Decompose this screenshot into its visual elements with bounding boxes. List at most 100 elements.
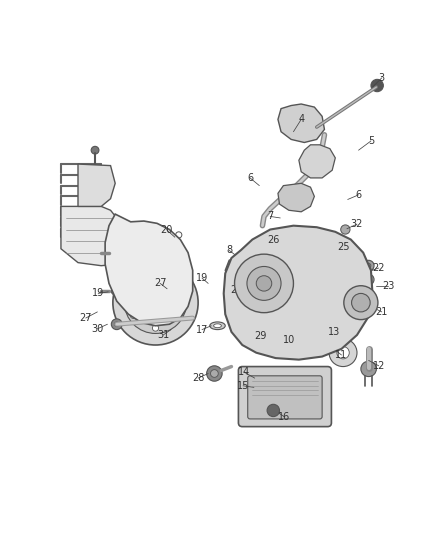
- Circle shape: [341, 225, 350, 234]
- Ellipse shape: [214, 324, 221, 328]
- Circle shape: [111, 319, 122, 329]
- Ellipse shape: [316, 326, 336, 334]
- Circle shape: [292, 112, 311, 131]
- Circle shape: [347, 309, 355, 316]
- Circle shape: [366, 263, 371, 268]
- Text: 15: 15: [237, 381, 249, 391]
- Text: 28: 28: [192, 373, 204, 383]
- Ellipse shape: [307, 322, 345, 337]
- Text: 22: 22: [372, 263, 385, 273]
- Circle shape: [366, 277, 371, 282]
- Circle shape: [285, 235, 293, 243]
- Circle shape: [243, 271, 250, 278]
- Text: 10: 10: [283, 335, 295, 345]
- Text: 4: 4: [298, 115, 304, 124]
- FancyBboxPatch shape: [238, 367, 332, 426]
- Polygon shape: [61, 206, 124, 265]
- Circle shape: [338, 254, 346, 262]
- FancyBboxPatch shape: [248, 376, 322, 419]
- Circle shape: [280, 196, 286, 202]
- Text: 6: 6: [356, 190, 362, 200]
- Circle shape: [126, 229, 132, 235]
- Text: 17: 17: [196, 325, 208, 335]
- Circle shape: [176, 232, 182, 238]
- Circle shape: [256, 276, 272, 291]
- Circle shape: [285, 344, 293, 352]
- Circle shape: [114, 322, 119, 327]
- Text: 27: 27: [80, 313, 92, 323]
- FancyBboxPatch shape: [278, 324, 292, 344]
- Text: 7: 7: [267, 212, 273, 221]
- Circle shape: [337, 346, 349, 359]
- Text: 31: 31: [157, 330, 170, 340]
- Text: 16: 16: [278, 411, 290, 422]
- Polygon shape: [105, 214, 193, 326]
- Text: 14: 14: [238, 367, 250, 377]
- Circle shape: [329, 339, 357, 367]
- Polygon shape: [278, 183, 314, 212]
- Circle shape: [211, 370, 218, 377]
- Circle shape: [152, 274, 159, 280]
- Text: 5: 5: [368, 136, 374, 146]
- Text: 29: 29: [254, 331, 266, 341]
- Text: 9: 9: [252, 297, 258, 308]
- Text: 23: 23: [382, 281, 394, 290]
- Circle shape: [297, 117, 306, 126]
- Circle shape: [323, 337, 331, 345]
- Circle shape: [152, 325, 159, 331]
- Circle shape: [129, 317, 135, 322]
- Circle shape: [371, 79, 383, 92]
- Circle shape: [328, 239, 340, 251]
- Circle shape: [239, 266, 245, 273]
- Circle shape: [111, 287, 119, 295]
- FancyBboxPatch shape: [264, 324, 278, 344]
- Text: 21: 21: [376, 307, 388, 317]
- Text: 18: 18: [239, 281, 251, 290]
- Circle shape: [304, 198, 310, 204]
- Circle shape: [207, 366, 222, 381]
- Circle shape: [252, 325, 260, 333]
- Polygon shape: [224, 225, 372, 360]
- Text: 32: 32: [351, 219, 363, 229]
- Circle shape: [140, 287, 171, 318]
- FancyBboxPatch shape: [301, 326, 317, 350]
- Circle shape: [292, 203, 298, 209]
- Text: 20: 20: [160, 224, 173, 235]
- Text: 19: 19: [92, 288, 104, 298]
- Circle shape: [113, 260, 198, 345]
- Polygon shape: [78, 164, 115, 206]
- Polygon shape: [278, 104, 325, 142]
- Circle shape: [311, 156, 323, 168]
- Circle shape: [284, 188, 290, 194]
- Text: 6: 6: [247, 173, 253, 183]
- Text: 13: 13: [328, 327, 340, 337]
- Text: 26: 26: [267, 235, 279, 245]
- FancyBboxPatch shape: [286, 326, 301, 350]
- Circle shape: [111, 249, 119, 256]
- Polygon shape: [225, 255, 260, 284]
- Circle shape: [247, 266, 281, 301]
- Circle shape: [235, 254, 293, 313]
- Circle shape: [236, 263, 248, 276]
- Circle shape: [331, 242, 337, 248]
- Circle shape: [344, 286, 378, 320]
- Circle shape: [175, 312, 181, 318]
- Circle shape: [110, 277, 117, 282]
- Text: 11: 11: [336, 350, 348, 360]
- Circle shape: [176, 315, 182, 321]
- Circle shape: [175, 287, 181, 293]
- Text: 8: 8: [226, 245, 232, 255]
- Polygon shape: [299, 145, 336, 178]
- Text: 19: 19: [196, 273, 208, 283]
- Circle shape: [124, 272, 187, 334]
- Text: 25: 25: [337, 242, 349, 252]
- Circle shape: [91, 147, 99, 154]
- Circle shape: [130, 312, 137, 318]
- Text: 24: 24: [231, 285, 243, 295]
- Circle shape: [363, 274, 374, 285]
- Text: 30: 30: [91, 324, 103, 334]
- Circle shape: [130, 287, 137, 293]
- Circle shape: [267, 405, 279, 417]
- Circle shape: [361, 361, 376, 377]
- Circle shape: [185, 277, 191, 282]
